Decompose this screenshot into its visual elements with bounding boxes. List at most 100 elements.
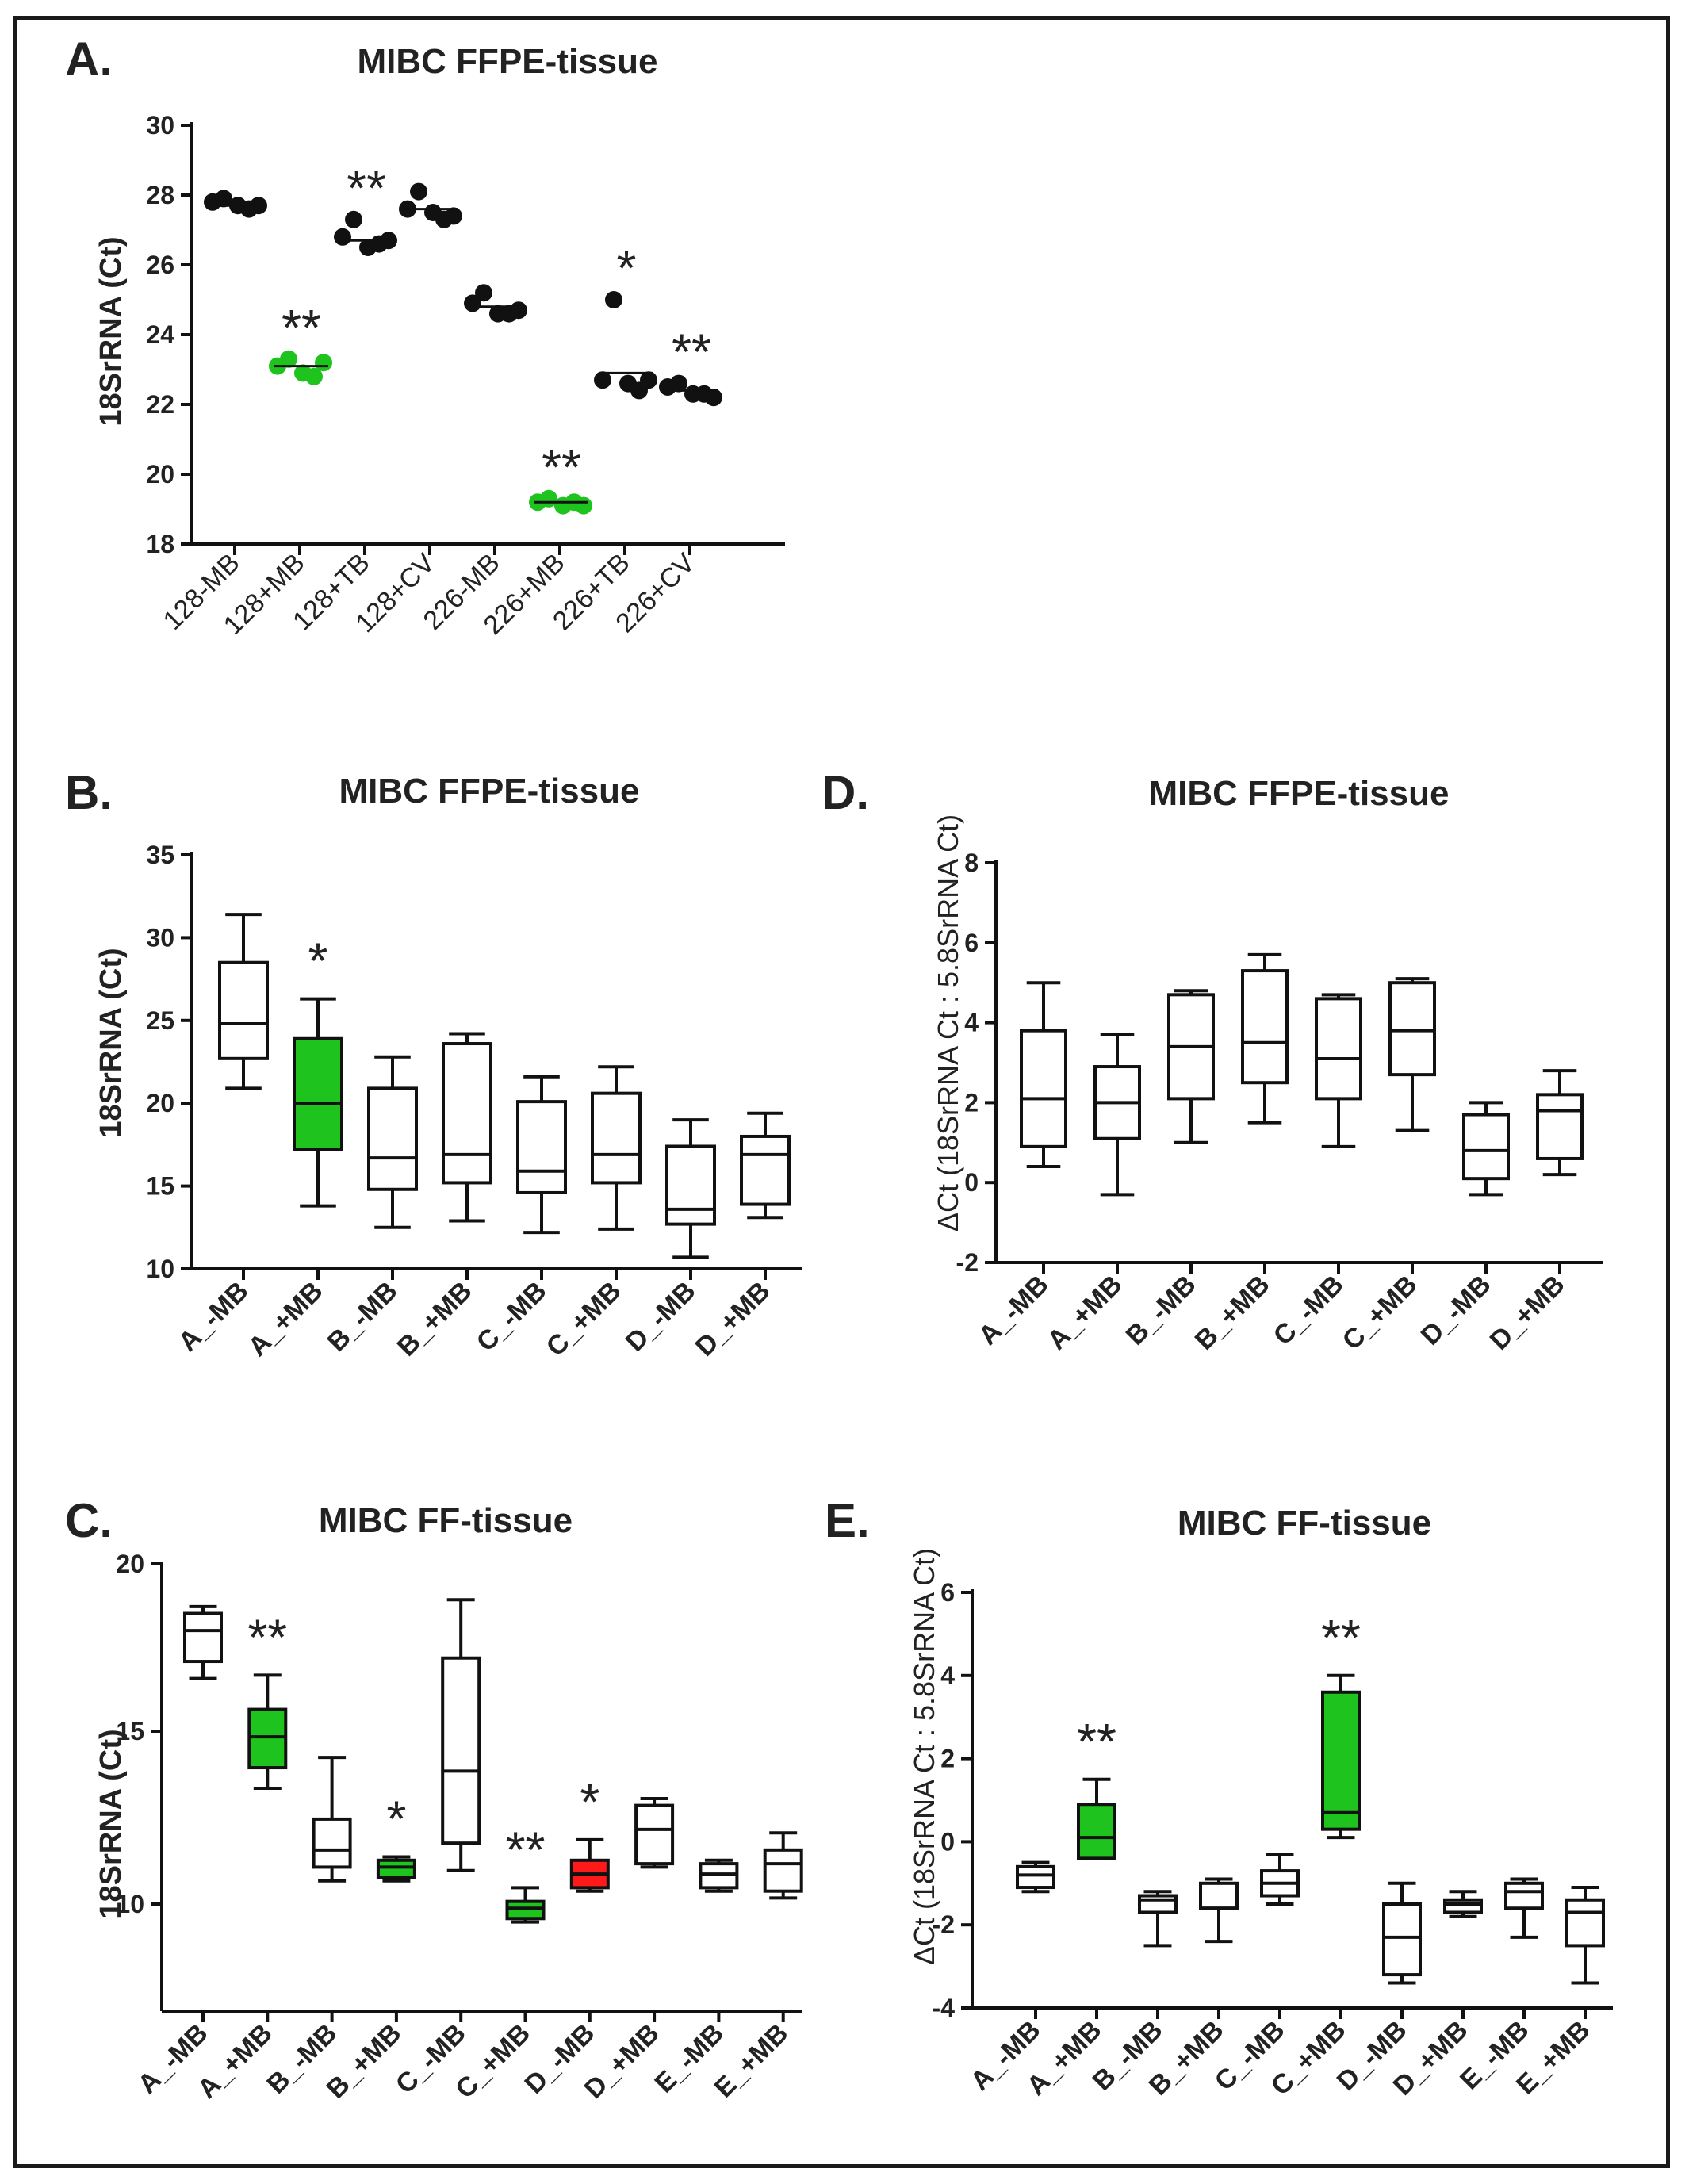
box [699, 1862, 739, 1890]
y-tick-label: 24 [146, 320, 174, 349]
x-tick-label: E_+MB [709, 2018, 795, 2104]
box [763, 1848, 803, 1893]
y-tick-label: 6 [964, 929, 979, 957]
x-tick-label: A_+MB [243, 1276, 329, 1362]
box [1241, 969, 1289, 1085]
significance-marker: * [617, 239, 637, 297]
data-point [315, 354, 332, 372]
x-tick-label: D_-MB [1415, 1270, 1497, 1351]
box [634, 1803, 675, 1866]
x-tick-label: C_-MB [1268, 1270, 1350, 1351]
y-tick-label: 4 [964, 1009, 979, 1037]
box [441, 1656, 481, 1845]
box [1382, 1902, 1422, 1977]
panel-b-letter: B. [65, 766, 113, 819]
box [1315, 997, 1362, 1101]
box [1016, 1864, 1055, 1890]
data-point [475, 284, 492, 302]
y-tick-label: 22 [146, 390, 174, 419]
significance-marker: ** [347, 159, 386, 216]
y-tick-label: 15 [146, 1172, 174, 1201]
panel-b: B. MIBC FFPE-tissue 18SrRNA (Ct) 10 15 20 2… [65, 766, 802, 1362]
panel-e-ylabel: ΔCt (18SrRNA Ct : 5.8SrRNA Ct) [908, 1548, 940, 1965]
x-tick-label: A_-MB [973, 1270, 1055, 1351]
significance-marker: * [308, 933, 328, 990]
y-tick-label: 35 [146, 841, 174, 869]
data-point [670, 374, 687, 393]
y-tick-label: 18 [146, 530, 174, 558]
data-point [305, 367, 323, 385]
box [218, 960, 269, 1060]
significance-marker: * [580, 1773, 599, 1830]
y-tick-label: -2 [933, 1910, 955, 1939]
significance-marker: ** [672, 324, 711, 381]
y-tick-label: 10 [116, 1890, 144, 1918]
y-tick-label: 30 [146, 111, 174, 140]
data-point [445, 207, 462, 225]
data-point [345, 210, 362, 228]
y-tick-label: 6 [940, 1578, 955, 1607]
data-point [594, 371, 611, 389]
panel-d-letter: D. [822, 766, 869, 819]
panel-c-title: MIBC FF-tissue [319, 1501, 573, 1540]
x-tick-label: A_+MB [1042, 1270, 1128, 1356]
box [247, 1707, 288, 1770]
panel-e: E. MIBC FF-tissue ΔCt (18SrRNA Ct : 5.8S… [825, 1494, 1613, 2102]
y-tick-label: -4 [933, 1994, 956, 2022]
panel-e-title: MIBC FF-tissue [1178, 1504, 1431, 1542]
data-point [215, 190, 232, 208]
x-tick-label: C_+MB [541, 1276, 627, 1362]
box [1443, 1898, 1483, 1914]
significance-marker: ** [282, 299, 321, 356]
panel-b-ylabel: 18SrRNA (Ct) [94, 948, 128, 1137]
x-tick-label: C_+MB [1337, 1270, 1423, 1356]
y-tick-label: 30 [146, 923, 174, 952]
x-tick-label: B_+MB [392, 1276, 478, 1362]
panel-d-title: MIBC FFPE-tissue [1149, 774, 1450, 813]
significance-marker: ** [542, 439, 581, 496]
panel-a: A. MIBC FFPE-tissue 18SrRNA (Ct) 18 20 22 2… [65, 33, 785, 641]
y-tick-label: 4 [940, 1661, 955, 1690]
box [1565, 1898, 1605, 1948]
panel-a-ylabel: 18SrRNA (Ct) [94, 236, 128, 426]
data-point [605, 291, 622, 308]
panel-b-title: MIBC FFPE-tissue [339, 772, 640, 810]
figure-frame [13, 16, 1670, 2168]
y-tick-label: 20 [116, 1550, 144, 1578]
significance-marker: ** [1321, 1609, 1361, 1666]
data-point [280, 350, 297, 368]
box [1321, 1690, 1361, 1831]
box [367, 1086, 418, 1191]
y-tick-label: 25 [146, 1006, 174, 1035]
significance-marker: * [386, 1790, 406, 1847]
panel-e-letter: E. [825, 1494, 870, 1547]
box [1536, 1093, 1584, 1160]
box [1199, 1881, 1239, 1910]
panel-c-ylabel: 18SrRNA (Ct) [94, 1729, 128, 1918]
y-tick-label: 0 [964, 1168, 979, 1197]
box [1388, 981, 1436, 1077]
data-point [705, 389, 722, 407]
significance-marker: ** [506, 1821, 546, 1878]
y-tick-label: 28 [146, 181, 174, 209]
box [1138, 1894, 1178, 1914]
box [505, 1899, 546, 1921]
panel-a-letter: A. [65, 33, 113, 86]
box [516, 1100, 567, 1194]
panel-d: D. MIBC FFPE-tissue ΔCt (18SrRNA Ct : 5.… [822, 766, 1603, 1356]
data-point [410, 182, 427, 201]
x-tick-label: B_-MB [1120, 1270, 1202, 1351]
significance-marker: ** [247, 1608, 287, 1665]
y-tick-label: -2 [956, 1248, 979, 1277]
box [740, 1134, 791, 1206]
box [442, 1042, 492, 1185]
data-point [575, 496, 592, 515]
box [1504, 1881, 1544, 1910]
x-tick-label: C_-MB [471, 1276, 553, 1358]
box [665, 1144, 716, 1226]
y-tick-label: 20 [146, 1089, 174, 1117]
y-tick-label: 10 [146, 1255, 174, 1283]
data-point [334, 228, 351, 246]
significance-marker: ** [1077, 1713, 1116, 1770]
